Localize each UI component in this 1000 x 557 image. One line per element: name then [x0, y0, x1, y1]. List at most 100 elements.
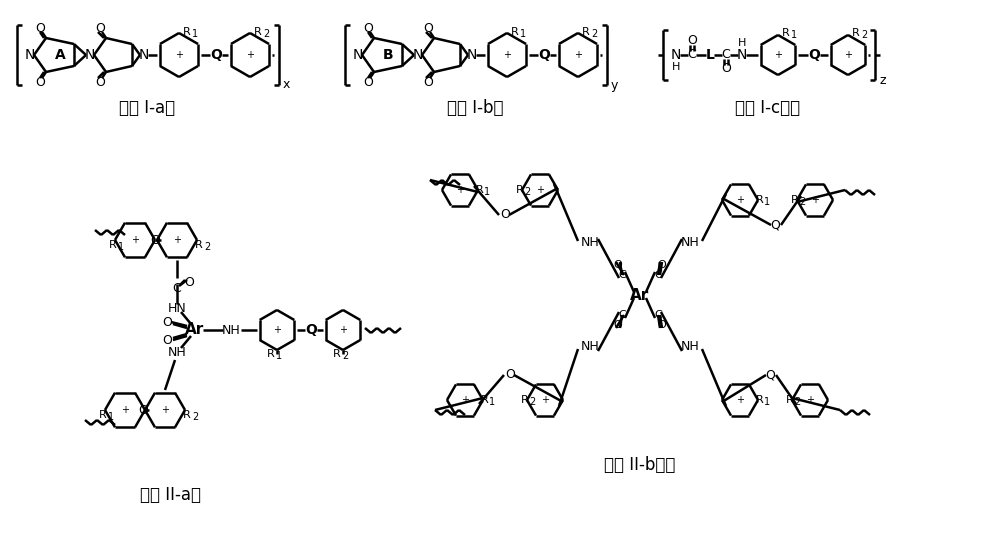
Text: B: B — [383, 48, 393, 62]
Text: O: O — [687, 35, 697, 47]
Text: Q: Q — [765, 369, 775, 382]
Text: （式 II-b）；: （式 II-b）； — [604, 456, 676, 474]
Text: R: R — [521, 395, 529, 405]
Text: 1: 1 — [484, 187, 490, 197]
Text: H: H — [672, 62, 680, 72]
Text: O: O — [614, 260, 622, 270]
Text: 2: 2 — [263, 29, 269, 39]
Text: A: A — [55, 48, 65, 62]
Text: Q: Q — [538, 48, 550, 62]
Text: 2: 2 — [591, 29, 597, 39]
Text: C: C — [173, 281, 181, 295]
Text: +: + — [339, 325, 347, 335]
Text: C: C — [618, 270, 626, 280]
Text: 1: 1 — [764, 197, 770, 207]
Text: L: L — [706, 48, 714, 62]
Text: （式 I-c）；: （式 I-c）； — [735, 99, 801, 117]
Text: NH: NH — [168, 345, 186, 359]
Text: Q: Q — [808, 48, 820, 62]
Text: R: R — [254, 27, 262, 37]
Text: N: N — [139, 48, 149, 62]
Text: +: + — [456, 185, 464, 195]
Text: +: + — [844, 50, 852, 60]
Text: R: R — [195, 240, 203, 250]
Text: R: R — [476, 185, 484, 195]
Text: z: z — [880, 74, 886, 86]
Text: R: R — [109, 240, 117, 250]
Text: O: O — [35, 22, 45, 35]
Text: N: N — [467, 48, 477, 62]
Text: O: O — [658, 260, 666, 270]
Text: R: R — [511, 27, 519, 37]
Text: 1: 1 — [791, 30, 797, 40]
Text: 1: 1 — [108, 412, 114, 422]
Text: x: x — [282, 79, 290, 91]
Text: +: + — [736, 395, 744, 405]
Text: N: N — [25, 48, 35, 62]
Text: （式 II-a）: （式 II-a） — [140, 486, 200, 504]
Text: R: R — [183, 27, 191, 37]
Text: +: + — [161, 405, 169, 415]
Text: R: R — [267, 349, 275, 359]
Text: +: + — [461, 395, 469, 405]
Text: Q: Q — [770, 218, 780, 232]
Text: C: C — [688, 48, 696, 61]
Text: N: N — [85, 48, 95, 62]
Text: 2: 2 — [204, 242, 210, 252]
Text: 2: 2 — [861, 30, 867, 40]
Text: O: O — [184, 276, 194, 289]
Text: +: + — [121, 405, 129, 415]
Text: +: + — [173, 235, 181, 245]
Text: O: O — [614, 320, 622, 330]
Text: 2: 2 — [529, 397, 535, 407]
Text: NH: NH — [681, 340, 699, 354]
Text: C: C — [618, 310, 626, 320]
Text: C: C — [722, 48, 730, 61]
Text: NH: NH — [581, 237, 599, 250]
Text: N: N — [737, 48, 747, 62]
Text: N: N — [671, 48, 681, 62]
Text: R: R — [782, 28, 790, 38]
Text: +: + — [574, 50, 582, 60]
Text: +: + — [806, 395, 814, 405]
Text: Q: Q — [305, 323, 317, 337]
Text: Ar: Ar — [630, 287, 650, 302]
Text: 2: 2 — [342, 351, 348, 361]
Text: +: + — [273, 325, 281, 335]
Text: 1: 1 — [192, 29, 198, 39]
Text: （式 I-a）: （式 I-a） — [119, 99, 175, 117]
Text: C: C — [654, 270, 662, 280]
Text: （式 I-b）: （式 I-b） — [447, 99, 503, 117]
Text: R: R — [516, 185, 524, 195]
Text: O: O — [162, 334, 172, 346]
Text: 2: 2 — [799, 197, 805, 207]
Text: O: O — [150, 233, 160, 247]
Text: R: R — [582, 27, 590, 37]
Text: R: R — [481, 395, 489, 405]
Text: +: + — [175, 50, 183, 60]
Text: HN: HN — [168, 301, 186, 315]
Text: 1: 1 — [520, 29, 526, 39]
Text: +: + — [246, 50, 254, 60]
Text: +: + — [774, 50, 782, 60]
Text: O: O — [505, 369, 515, 382]
Text: N: N — [413, 48, 423, 62]
Text: y: y — [610, 79, 618, 91]
Text: NH: NH — [581, 340, 599, 354]
Text: Q: Q — [210, 48, 222, 62]
Text: R: R — [786, 395, 794, 405]
Text: Ar: Ar — [185, 323, 205, 338]
Text: O: O — [95, 22, 105, 35]
Text: 1: 1 — [489, 397, 495, 407]
Text: R: R — [791, 195, 799, 205]
Text: O: O — [423, 22, 433, 35]
Text: R: R — [183, 410, 191, 420]
Text: R: R — [756, 395, 764, 405]
Text: R: R — [852, 28, 860, 38]
Text: O: O — [500, 208, 510, 222]
Text: +: + — [503, 50, 511, 60]
Text: 1: 1 — [118, 242, 124, 252]
Text: 2: 2 — [192, 412, 198, 422]
Text: O: O — [363, 22, 373, 35]
Text: O: O — [658, 320, 666, 330]
